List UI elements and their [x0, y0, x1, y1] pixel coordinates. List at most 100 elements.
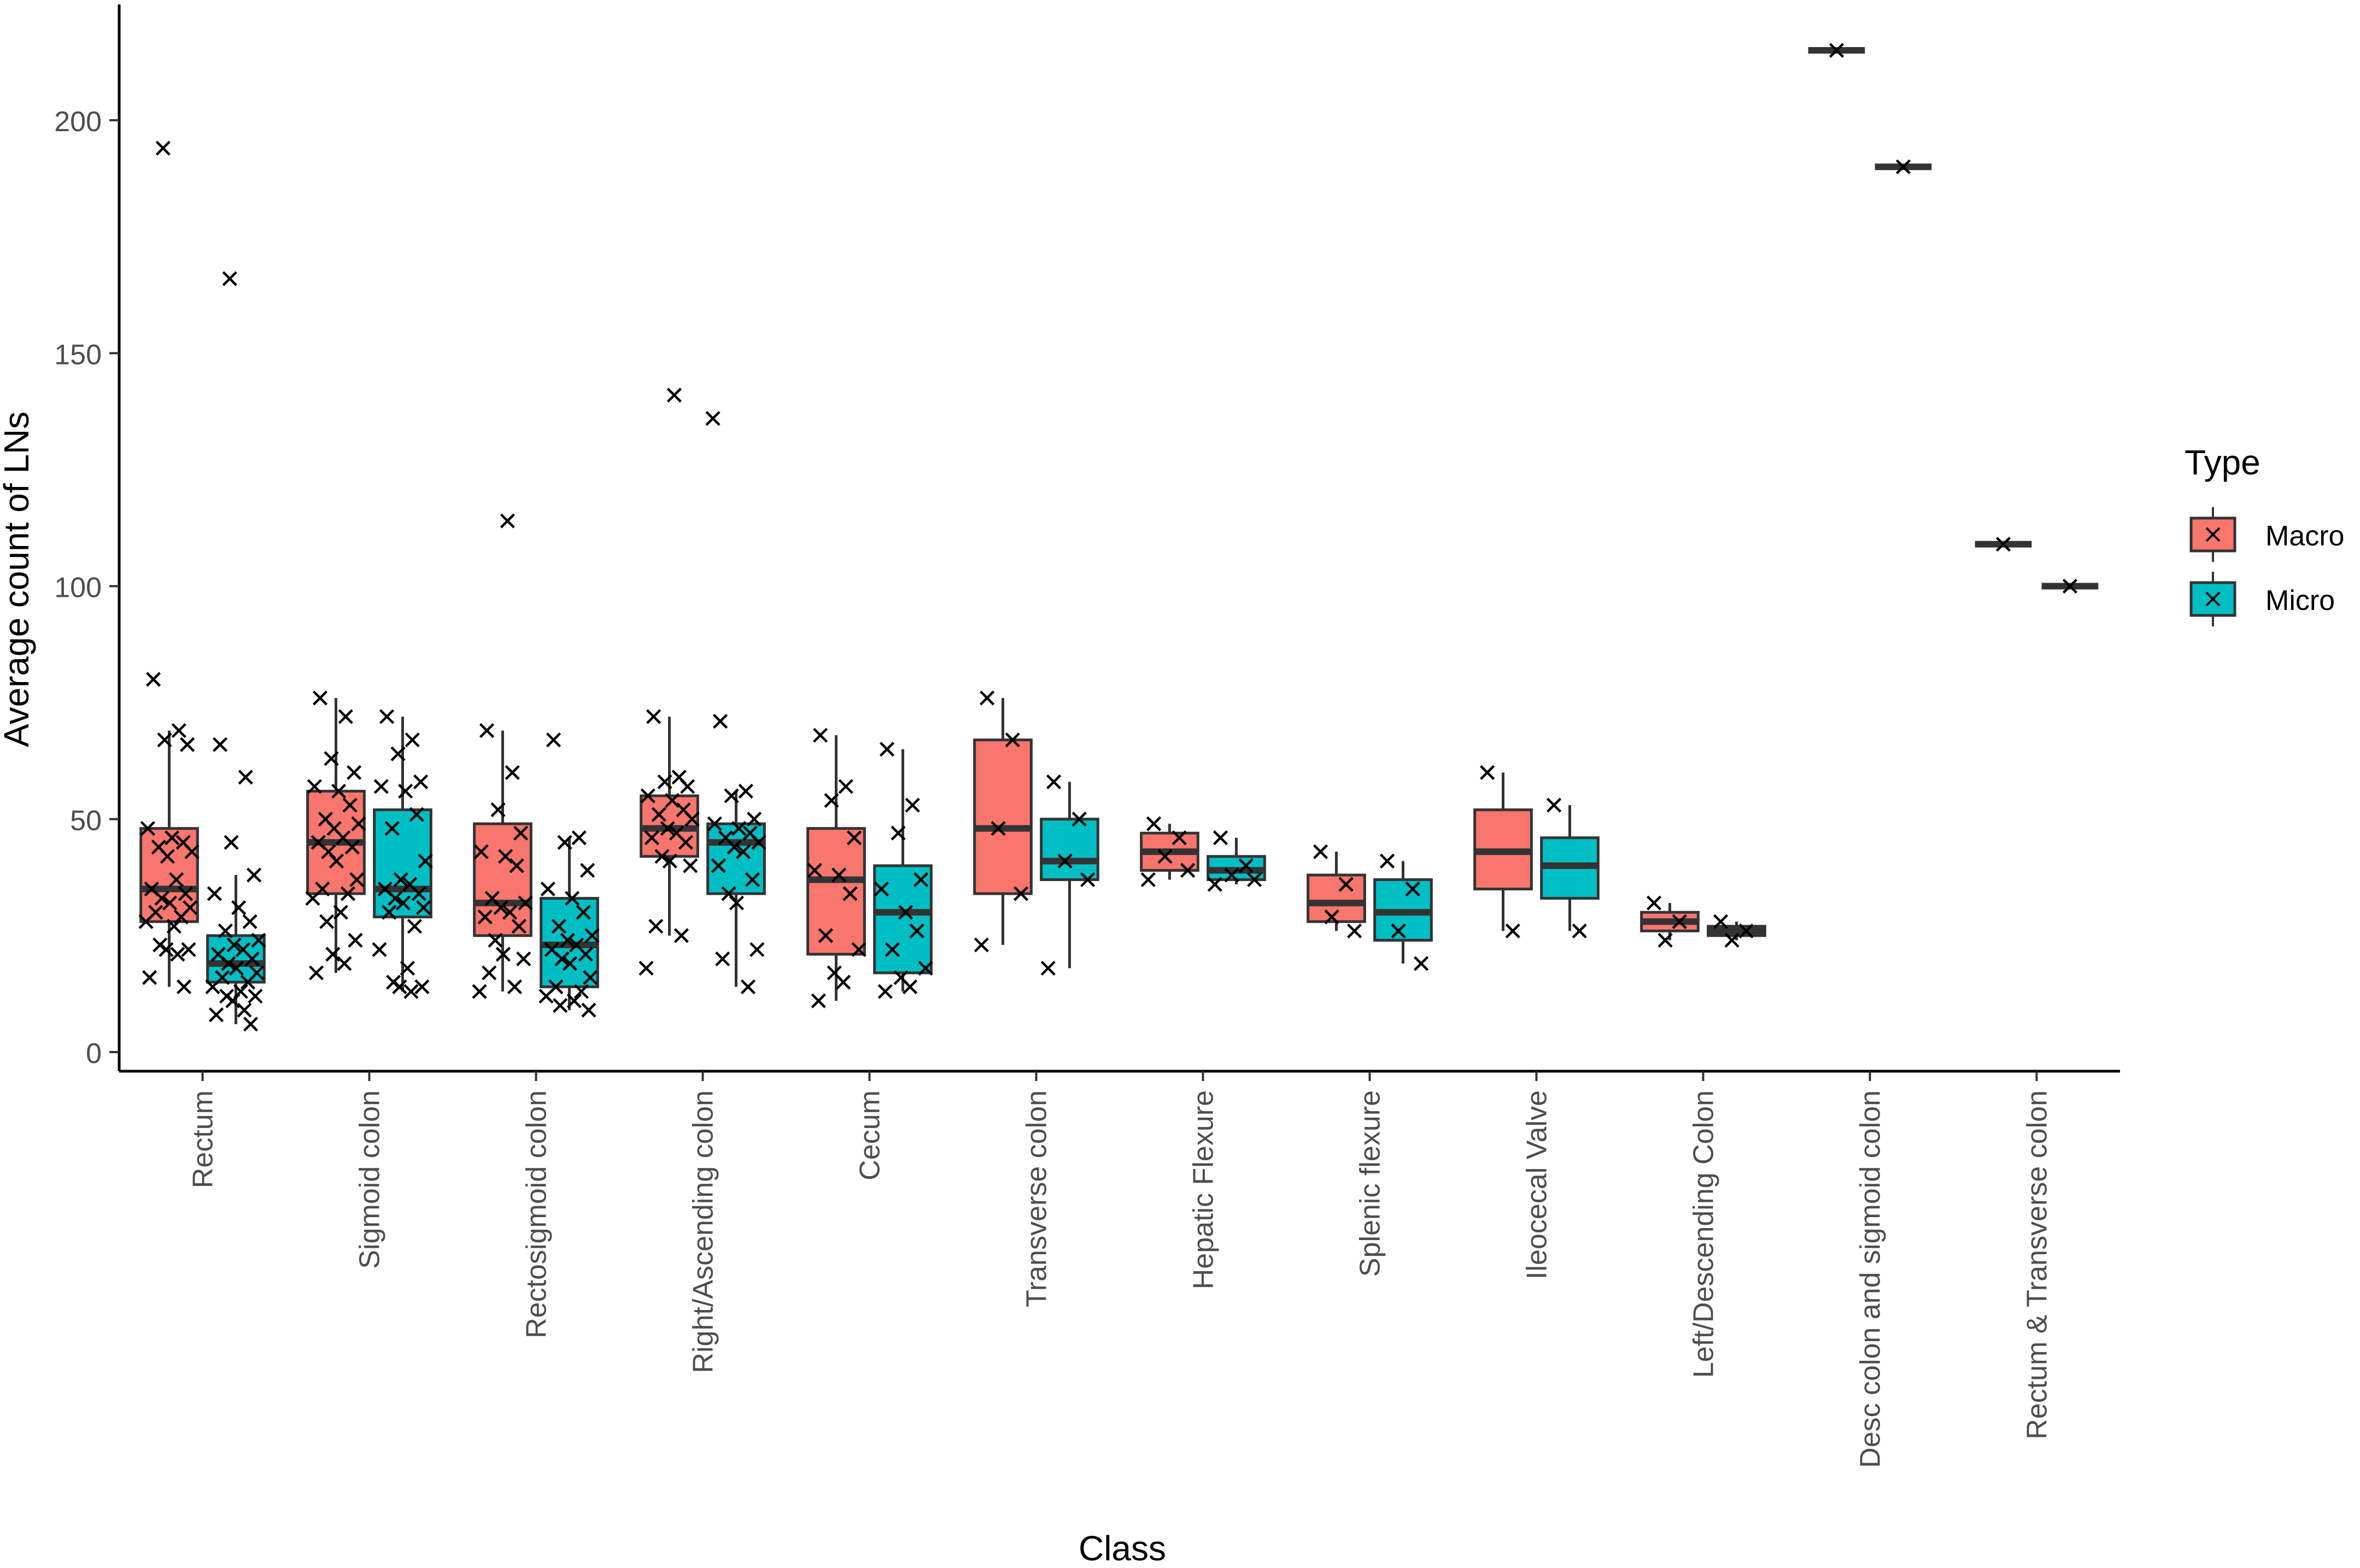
points-rectum-transverse-colon-micro — [2062, 578, 2078, 594]
data-point — [727, 839, 742, 855]
data-point — [1829, 43, 1844, 58]
y-tick-label: 50 — [70, 805, 102, 837]
data-point — [2062, 578, 2078, 594]
data-point — [392, 979, 407, 995]
data-point — [1313, 844, 1328, 860]
y-tick-label: 150 — [54, 339, 102, 371]
data-point — [546, 732, 561, 748]
points-rectum-micro — [205, 271, 266, 1032]
data-point — [154, 891, 169, 906]
data-point — [1347, 923, 1362, 938]
points-splenic-flexure-macro — [1313, 844, 1362, 938]
data-point — [511, 919, 526, 934]
data-point — [393, 872, 408, 888]
data-point — [749, 942, 765, 958]
data-point — [333, 905, 348, 920]
data-point — [338, 709, 353, 724]
data-point — [502, 905, 518, 920]
data-point — [382, 905, 397, 920]
box-body — [1307, 873, 1366, 923]
data-point — [1005, 732, 1020, 748]
points — [138, 43, 2078, 1032]
data-point — [1057, 853, 1073, 869]
x-tick-label-cecum: Cecum — [854, 1090, 886, 1181]
data-point — [305, 891, 320, 906]
points-transverse-colon-macro — [974, 690, 1029, 953]
data-point — [551, 919, 566, 934]
data-point — [842, 886, 858, 901]
box-left-descending-colon-micro — [1707, 921, 1766, 941]
data-point — [342, 797, 358, 813]
data-point — [898, 905, 913, 920]
data-point — [847, 830, 862, 845]
data-point — [207, 886, 222, 901]
data-point — [1414, 956, 1429, 971]
data-point — [403, 984, 419, 999]
data-point — [243, 1017, 259, 1032]
data-point — [416, 900, 431, 915]
data-point — [509, 858, 524, 873]
data-point — [507, 979, 523, 995]
points-hepatic-flexure-micro — [1207, 830, 1262, 892]
x-tick-label-right-ascending-colon: Right/Ascending colon — [688, 1090, 719, 1373]
points-hepatic-flexure-macro — [1140, 816, 1196, 888]
data-point — [712, 714, 728, 729]
data-point — [244, 951, 260, 967]
points-rectum-macro — [138, 140, 200, 995]
box-transverse-colon-macro — [973, 698, 1033, 945]
legend-label: Micro — [2265, 585, 2335, 616]
data-point — [571, 830, 587, 845]
data-point — [885, 942, 900, 958]
data-point — [208, 1007, 224, 1023]
x-tick-label-rectum-transverse-colon: Rectum & Transverse colon — [2022, 1090, 2053, 1440]
data-point — [584, 928, 600, 943]
box-cecum-macro — [806, 735, 866, 1001]
data-point — [325, 947, 341, 962]
data-point — [237, 1002, 252, 1018]
data-point — [735, 844, 751, 860]
data-point — [218, 923, 233, 938]
data-point — [351, 816, 366, 831]
data-point — [372, 942, 387, 958]
data-point — [731, 821, 747, 836]
data-point — [407, 919, 423, 934]
data-point — [1014, 886, 1029, 901]
data-point — [337, 956, 352, 971]
data-point — [405, 732, 420, 748]
legend: Type Macro Micro — [2185, 443, 2344, 626]
data-point — [991, 821, 1006, 836]
data-point — [1738, 923, 1754, 938]
data-point — [162, 895, 178, 911]
data-point — [155, 140, 171, 156]
data-point — [324, 751, 339, 766]
data-point — [565, 891, 580, 906]
legend-item-macro: Macro — [2189, 507, 2344, 562]
data-point — [379, 709, 395, 724]
legend-key-point — [2205, 591, 2221, 607]
data-point — [248, 989, 263, 1004]
data-point — [388, 891, 403, 906]
data-point — [409, 807, 424, 822]
data-point — [221, 956, 236, 971]
x-tick-label-hepatic-flexure: Hepatic Flexure — [1188, 1090, 1220, 1289]
data-point — [654, 849, 670, 864]
data-point — [1046, 774, 1062, 790]
y-tick-label: 0 — [86, 1038, 102, 1070]
data-point — [331, 784, 347, 799]
points-ileocecal-valve-macro — [1479, 765, 1520, 938]
data-point — [540, 882, 555, 897]
data-point — [344, 839, 360, 855]
data-point — [674, 928, 689, 943]
data-point — [1338, 877, 1354, 892]
legend-title: Type — [2185, 443, 2261, 482]
data-point — [238, 770, 253, 785]
data-point — [166, 919, 181, 934]
data-point — [580, 862, 595, 878]
data-point — [566, 993, 582, 1008]
data-point — [909, 923, 924, 938]
data-point — [168, 872, 184, 888]
data-point — [581, 1002, 596, 1018]
data-point — [913, 872, 929, 888]
data-point — [413, 774, 429, 790]
data-point — [240, 974, 256, 990]
